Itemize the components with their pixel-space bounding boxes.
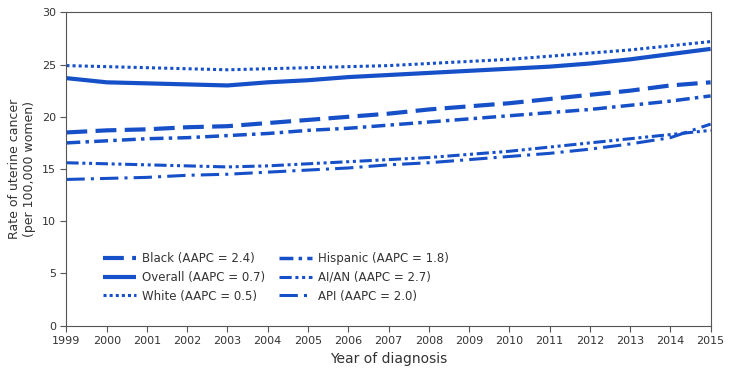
X-axis label: Year of diagnosis: Year of diagnosis: [330, 352, 447, 366]
Y-axis label: Rate of uterine cancer
(per 100,000 women): Rate of uterine cancer (per 100,000 wome…: [8, 99, 37, 239]
Legend: Black (AAPC = 2.4), Overall (AAPC = 0.7), White (AAPC = 0.5), Hispanic (AAPC = 1: Black (AAPC = 2.4), Overall (AAPC = 0.7)…: [98, 247, 454, 307]
